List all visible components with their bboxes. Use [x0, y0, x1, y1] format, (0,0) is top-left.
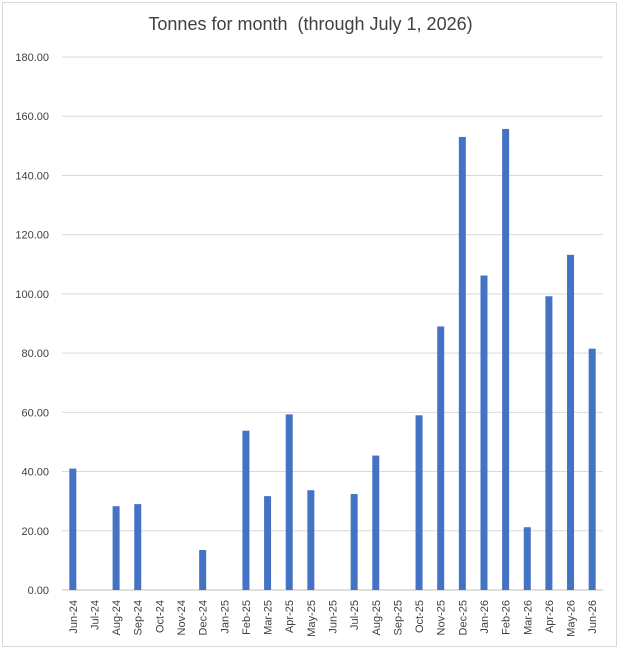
x-tick-label: Aug-24 — [111, 600, 123, 635]
y-tick-label: 20.00 — [21, 526, 49, 538]
x-tick-label: Oct-24 — [154, 600, 166, 633]
y-tick-label: 40.00 — [21, 467, 49, 479]
y-tick-label: 80.00 — [21, 348, 49, 360]
x-tick-label: Nov-24 — [176, 600, 188, 635]
x-tick-label: Jun-26 — [587, 600, 599, 634]
x-tick-label: Jul-24 — [89, 600, 101, 630]
x-tick-label: Sep-25 — [392, 600, 404, 635]
x-tick-label: Oct-25 — [414, 600, 426, 633]
x-tick-label: Apr-25 — [284, 600, 296, 633]
x-axis-tick-labels: Jun-24 Jul-24 Aug-24 Sep-24 Oct-24 Nov-24 Dec-… — [68, 600, 599, 637]
bar-jun-26 — [588, 348, 596, 590]
bars — [69, 128, 596, 590]
y-tick-label: 160.00 — [15, 111, 49, 123]
bar-feb-25 — [242, 430, 250, 590]
bar-dec-25 — [458, 136, 466, 590]
bar-dec-24 — [199, 550, 207, 590]
bar-jun-24 — [69, 468, 77, 590]
x-tick-label: May-26 — [566, 600, 578, 637]
x-tick-label: May-25 — [306, 600, 318, 637]
y-tick-label: 140.00 — [15, 170, 49, 182]
x-tick-label: Jan-25 — [219, 600, 231, 634]
y-tick-label: 60.00 — [21, 407, 49, 419]
y-axis-tick-labels: 0.00 20.00 40.00 60.00 80.00 100.00 120.00 140.… — [15, 52, 49, 597]
bar-oct-25 — [415, 415, 423, 590]
bar-aug-25 — [372, 455, 380, 590]
bar-jul-25 — [350, 494, 358, 590]
x-tick-label: Jan-26 — [479, 600, 491, 634]
x-tick-label: Nov-25 — [436, 600, 448, 635]
y-tick-label: 180.00 — [15, 52, 49, 64]
bar-feb-26 — [502, 128, 510, 590]
bar-aug-24 — [112, 506, 120, 590]
x-tick-label: Sep-24 — [133, 600, 145, 635]
bar-nov-25 — [437, 326, 445, 590]
y-tick-label: 100.00 — [15, 289, 49, 301]
x-tick-label: Feb-26 — [501, 600, 513, 635]
bar-mar-25 — [264, 496, 272, 590]
chart-title: Tonnes for month (through July 1, 2026) — [148, 14, 473, 34]
y-tick-label: 0.00 — [28, 585, 49, 597]
bar-mar-26 — [523, 527, 531, 590]
bar-may-25 — [307, 490, 315, 590]
x-tick-label: Apr-26 — [544, 600, 556, 633]
bar-may-26 — [567, 254, 575, 590]
x-tick-label: Feb-25 — [241, 600, 253, 635]
bar-jan-26 — [480, 275, 488, 590]
x-tick-label: Jun-25 — [328, 600, 340, 634]
x-tick-label: Jul-25 — [349, 600, 361, 630]
x-tick-label: Mar-25 — [263, 600, 275, 635]
x-tick-label: Jun-24 — [68, 600, 80, 634]
x-tick-label: Aug-25 — [371, 600, 383, 635]
bar-sep-24 — [134, 504, 142, 590]
bar-apr-26 — [545, 296, 553, 590]
bar-apr-25 — [285, 414, 293, 590]
x-tick-label: Mar-26 — [522, 600, 534, 635]
x-tick-label: Dec-25 — [457, 600, 469, 635]
gridlines — [62, 56, 603, 591]
x-tick-label: Dec-24 — [198, 600, 210, 635]
y-tick-label: 120.00 — [15, 230, 49, 242]
